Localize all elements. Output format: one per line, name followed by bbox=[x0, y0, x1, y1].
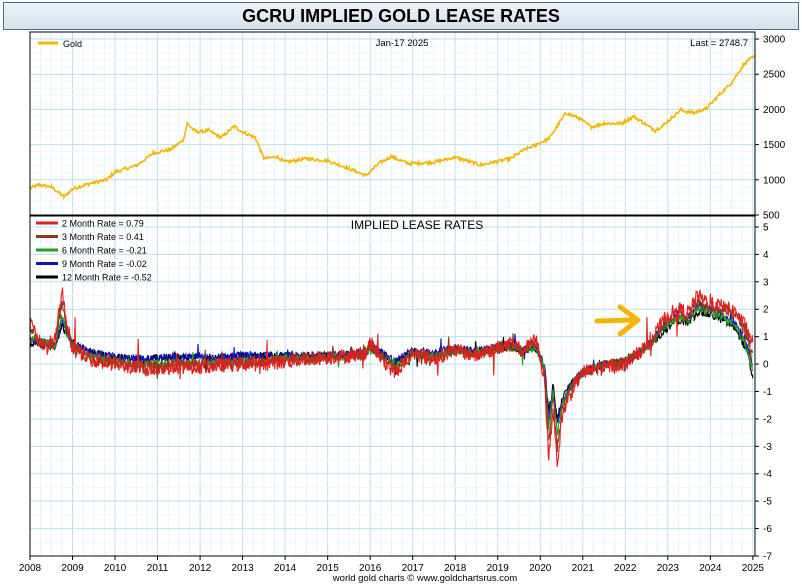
x-tick-label: 2015 bbox=[317, 563, 340, 574]
y-tick-label-top: 1500 bbox=[763, 140, 786, 151]
y-tick-label-bottom: -2 bbox=[763, 414, 772, 425]
y-tick-label-bottom: -6 bbox=[763, 524, 772, 535]
y-tick-label-bottom: -5 bbox=[763, 497, 772, 508]
legend-label-2-month-rate: 2 Month Rate = 0.79 bbox=[62, 219, 144, 229]
lease-rates-panel-title: IMPLIED LEASE RATES bbox=[351, 218, 484, 232]
x-tick-label: 2020 bbox=[529, 563, 552, 574]
legend-label-3-month-rate: 3 Month Rate = 0.41 bbox=[62, 232, 144, 242]
y-tick-label-bottom: 5 bbox=[763, 222, 769, 233]
legend-label-6-month-rate: 6 Month Rate = -0.21 bbox=[62, 246, 147, 256]
y-tick-label-bottom: 0 bbox=[763, 360, 769, 371]
x-tick-label: 2012 bbox=[189, 563, 212, 574]
y-tick-label-bottom: 4 bbox=[763, 250, 769, 261]
top-panel-border bbox=[29, 31, 756, 216]
y-tick-label-top: 2000 bbox=[763, 105, 786, 116]
x-tick-label: 2008 bbox=[19, 563, 42, 574]
x-tick-label: 2016 bbox=[359, 563, 382, 574]
y-tick-label-bottom: -3 bbox=[763, 442, 772, 453]
annotation-arrow-head bbox=[617, 304, 641, 337]
chart-title: GCRU IMPLIED GOLD LEASE RATES bbox=[3, 2, 799, 30]
gold-price-line bbox=[29, 55, 756, 201]
x-tick-label: 2025 bbox=[742, 563, 765, 574]
chart-date-label: Jan-17 2025 bbox=[376, 38, 429, 49]
x-tick-label: 2021 bbox=[572, 563, 595, 574]
x-tick-label: 2009 bbox=[61, 563, 84, 574]
y-tick-label-top: 1000 bbox=[763, 175, 786, 186]
x-tick-label: 2014 bbox=[274, 563, 297, 574]
last-price-label: Last = 2748.7 bbox=[690, 38, 748, 49]
y-tick-label-bottom: 3 bbox=[763, 277, 769, 288]
x-tick-label: 2017 bbox=[402, 563, 425, 574]
2-month-rate-line bbox=[29, 287, 754, 467]
bottom-panel-border bbox=[29, 215, 756, 557]
x-tick-label: 2022 bbox=[614, 563, 637, 574]
x-tick-label: 2011 bbox=[147, 563, 169, 574]
x-tick-label: 2019 bbox=[487, 563, 510, 574]
y-tick-label-bottom: 2 bbox=[763, 305, 769, 316]
chart-footer: world gold charts © www.goldchartsrus.co… bbox=[332, 573, 517, 584]
annotation-arrow-shaft bbox=[594, 317, 635, 324]
x-tick-label: 2010 bbox=[104, 563, 127, 574]
bottom-plot-area bbox=[30, 216, 755, 556]
legend-label-gold: Gold bbox=[63, 39, 82, 49]
x-tick-label: 2023 bbox=[657, 563, 680, 574]
x-tick-label: 2024 bbox=[699, 563, 722, 574]
legend-label-9-month-rate: 9 Month Rate = -0.02 bbox=[62, 259, 147, 269]
x-tick-label: 2018 bbox=[444, 563, 467, 574]
y-tick-label-top: 500 bbox=[763, 211, 780, 222]
legend-label-12-month-rate: 12 Month Rate = -0.52 bbox=[62, 273, 152, 283]
y-tick-label-top: 2500 bbox=[763, 70, 786, 81]
y-tick-label-bottom: 1 bbox=[763, 332, 769, 343]
y-tick-label-bottom: -4 bbox=[763, 469, 772, 480]
y-tick-label-bottom: -1 bbox=[763, 387, 772, 398]
y-tick-label-bottom: -7 bbox=[763, 552, 772, 563]
x-tick-label: 2013 bbox=[231, 563, 254, 574]
y-tick-label-top: 3000 bbox=[763, 35, 786, 46]
